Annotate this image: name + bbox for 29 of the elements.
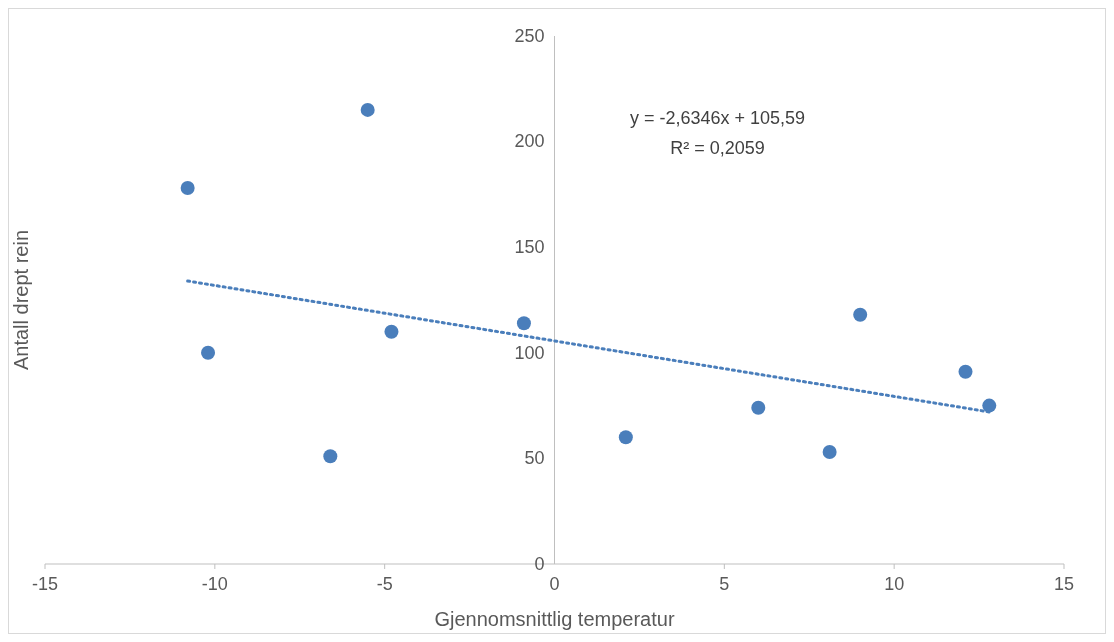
x-axis-title: Gjennomsnittlig temperatur <box>434 608 675 630</box>
y-tick-label: 150 <box>514 236 545 257</box>
point <box>516 316 531 331</box>
y-tick-label: 200 <box>514 131 545 152</box>
annotation: y = -2,6346x + 105,59 <box>629 108 806 128</box>
y-tick-label: 50 <box>524 448 545 469</box>
y-tick-label: 0 <box>534 553 545 574</box>
point <box>180 181 195 196</box>
point <box>853 307 868 322</box>
x-tick-label: 10 <box>884 574 905 594</box>
point <box>618 430 633 445</box>
x-tick-label: 15 <box>1053 574 1075 594</box>
x-tick-label: 0 <box>549 574 560 594</box>
annotation: R² = 0,2059 <box>670 138 765 158</box>
point <box>751 400 766 415</box>
point <box>201 345 216 360</box>
y-tick-label: 100 <box>514 342 545 363</box>
x-tick-label: -15 <box>31 574 59 594</box>
point <box>822 445 837 460</box>
x-tick-label: -5 <box>376 574 393 594</box>
point <box>323 449 338 464</box>
x-tick-label: -10 <box>201 574 228 594</box>
point <box>360 102 375 117</box>
point <box>982 398 997 413</box>
point <box>958 364 973 379</box>
y-tick-label: 250 <box>514 25 545 46</box>
x-tick-label: 5 <box>719 574 730 594</box>
point <box>384 324 399 339</box>
y-axis-title: Antall drept rein <box>10 229 32 371</box>
